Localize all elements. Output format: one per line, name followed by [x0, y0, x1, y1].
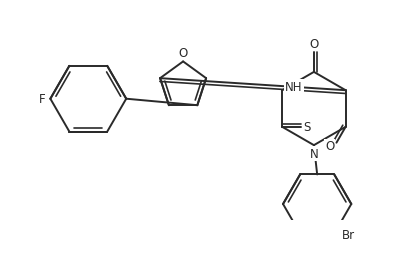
Text: F: F: [39, 93, 45, 106]
Text: NH: NH: [285, 81, 303, 94]
Text: O: O: [178, 47, 188, 60]
Text: O: O: [325, 140, 335, 153]
Text: O: O: [309, 38, 318, 51]
Text: Br: Br: [342, 228, 355, 241]
Text: N: N: [309, 148, 318, 161]
Text: S: S: [303, 121, 311, 134]
